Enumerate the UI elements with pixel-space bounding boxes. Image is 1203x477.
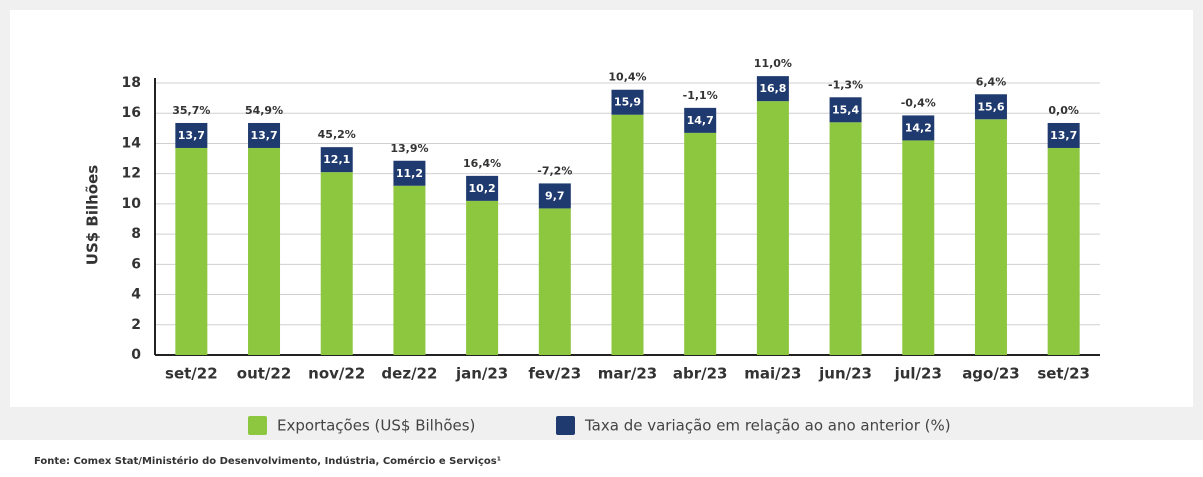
value-label-box [611,89,644,115]
value-label: 14,2 [905,121,932,134]
value-label: 10,2 [469,182,496,195]
x-tick-label: ago/23 [962,365,1020,383]
value-label: 11,2 [396,167,423,180]
x-tick-label: set/23 [1037,365,1090,383]
value-label-box [974,94,1007,120]
rate-label: 35,7% [172,104,210,117]
bar [393,185,426,355]
bar [248,147,281,355]
value-label-box [466,175,499,201]
rate-label: 45,2% [318,128,356,141]
value-label: 15,4 [832,103,859,116]
y-tick-label: 18 [122,75,141,91]
rate-label: -1,3% [828,78,863,91]
value-label-box [684,107,717,133]
legend-label: Exportações (US$ Bilhões) [277,417,475,435]
x-tick-label: fev/23 [528,365,581,383]
value-label-box [1047,122,1080,148]
bar [974,119,1007,356]
value-label: 14,7 [687,114,714,127]
y-tick-label: 6 [131,256,141,272]
rate-label: 54,9% [245,104,283,117]
x-tick-label: out/22 [237,365,292,383]
rate-label: -1,1% [683,89,718,102]
source: Fonte: Comex Stat/Ministério do Desenvol… [34,455,501,467]
footer [0,440,1203,477]
value-label: 13,7 [178,129,205,142]
rate-label: -0,4% [901,96,936,109]
bar [829,122,862,356]
value-label-box [829,97,862,123]
bar [1047,147,1080,355]
value-label-box [756,76,789,102]
bar [538,208,571,355]
y-tick-label: 0 [131,347,141,363]
y-tick-label: 14 [122,135,142,151]
rate-label: -7,2% [537,164,572,177]
x-tick-label: nov/22 [308,365,365,383]
value-label: 16,8 [759,82,786,95]
rate-label: 13,9% [390,142,428,155]
y-tick-label: 2 [131,317,141,333]
y-tick-label: 12 [122,166,141,182]
value-label-box [175,122,208,148]
x-tick-label: jul/23 [894,365,942,383]
rate-label: 10,4% [608,71,646,84]
x-tick-label: mar/23 [598,365,658,383]
value-label: 9,7 [545,189,565,202]
bar [756,101,789,355]
bar [684,132,717,355]
legend-label: Taxa de variação em relação ao ano anter… [584,417,951,435]
bar [320,172,353,355]
value-label-box [320,147,353,173]
y-tick-label: 16 [122,105,141,121]
value-label: 15,9 [614,96,641,109]
x-tick-label: set/22 [165,365,218,383]
x-tick-label: jun/23 [818,365,872,383]
x-tick-label: jan/23 [455,365,508,383]
legend-swatch [248,416,267,435]
rate-label: 6,4% [976,75,1007,88]
value-label: 12,1 [323,153,350,166]
rate-label: 0,0% [1048,104,1079,117]
y-axis-label: US$ Bilhões [84,165,102,266]
x-tick-label: dez/22 [381,365,437,383]
bar [466,200,499,355]
x-tick-label: mai/23 [744,365,801,383]
legend-swatch [556,416,575,435]
value-label-box [248,122,281,148]
value-label: 13,7 [250,129,277,142]
rate-label: 16,4% [463,157,501,170]
rate-label: 11,0% [754,57,792,70]
y-tick-label: 4 [131,287,141,303]
value-label: 15,6 [977,100,1004,113]
value-label: 13,7 [1050,129,1077,142]
bar [611,114,644,355]
bar [902,140,935,355]
y-tick-label: 8 [131,226,141,242]
value-label-box [538,183,571,209]
y-tick-label: 10 [122,196,142,212]
bar [175,147,208,355]
x-tick-label: abr/23 [673,365,728,383]
value-label-box [902,115,935,141]
value-label-box [393,160,426,186]
